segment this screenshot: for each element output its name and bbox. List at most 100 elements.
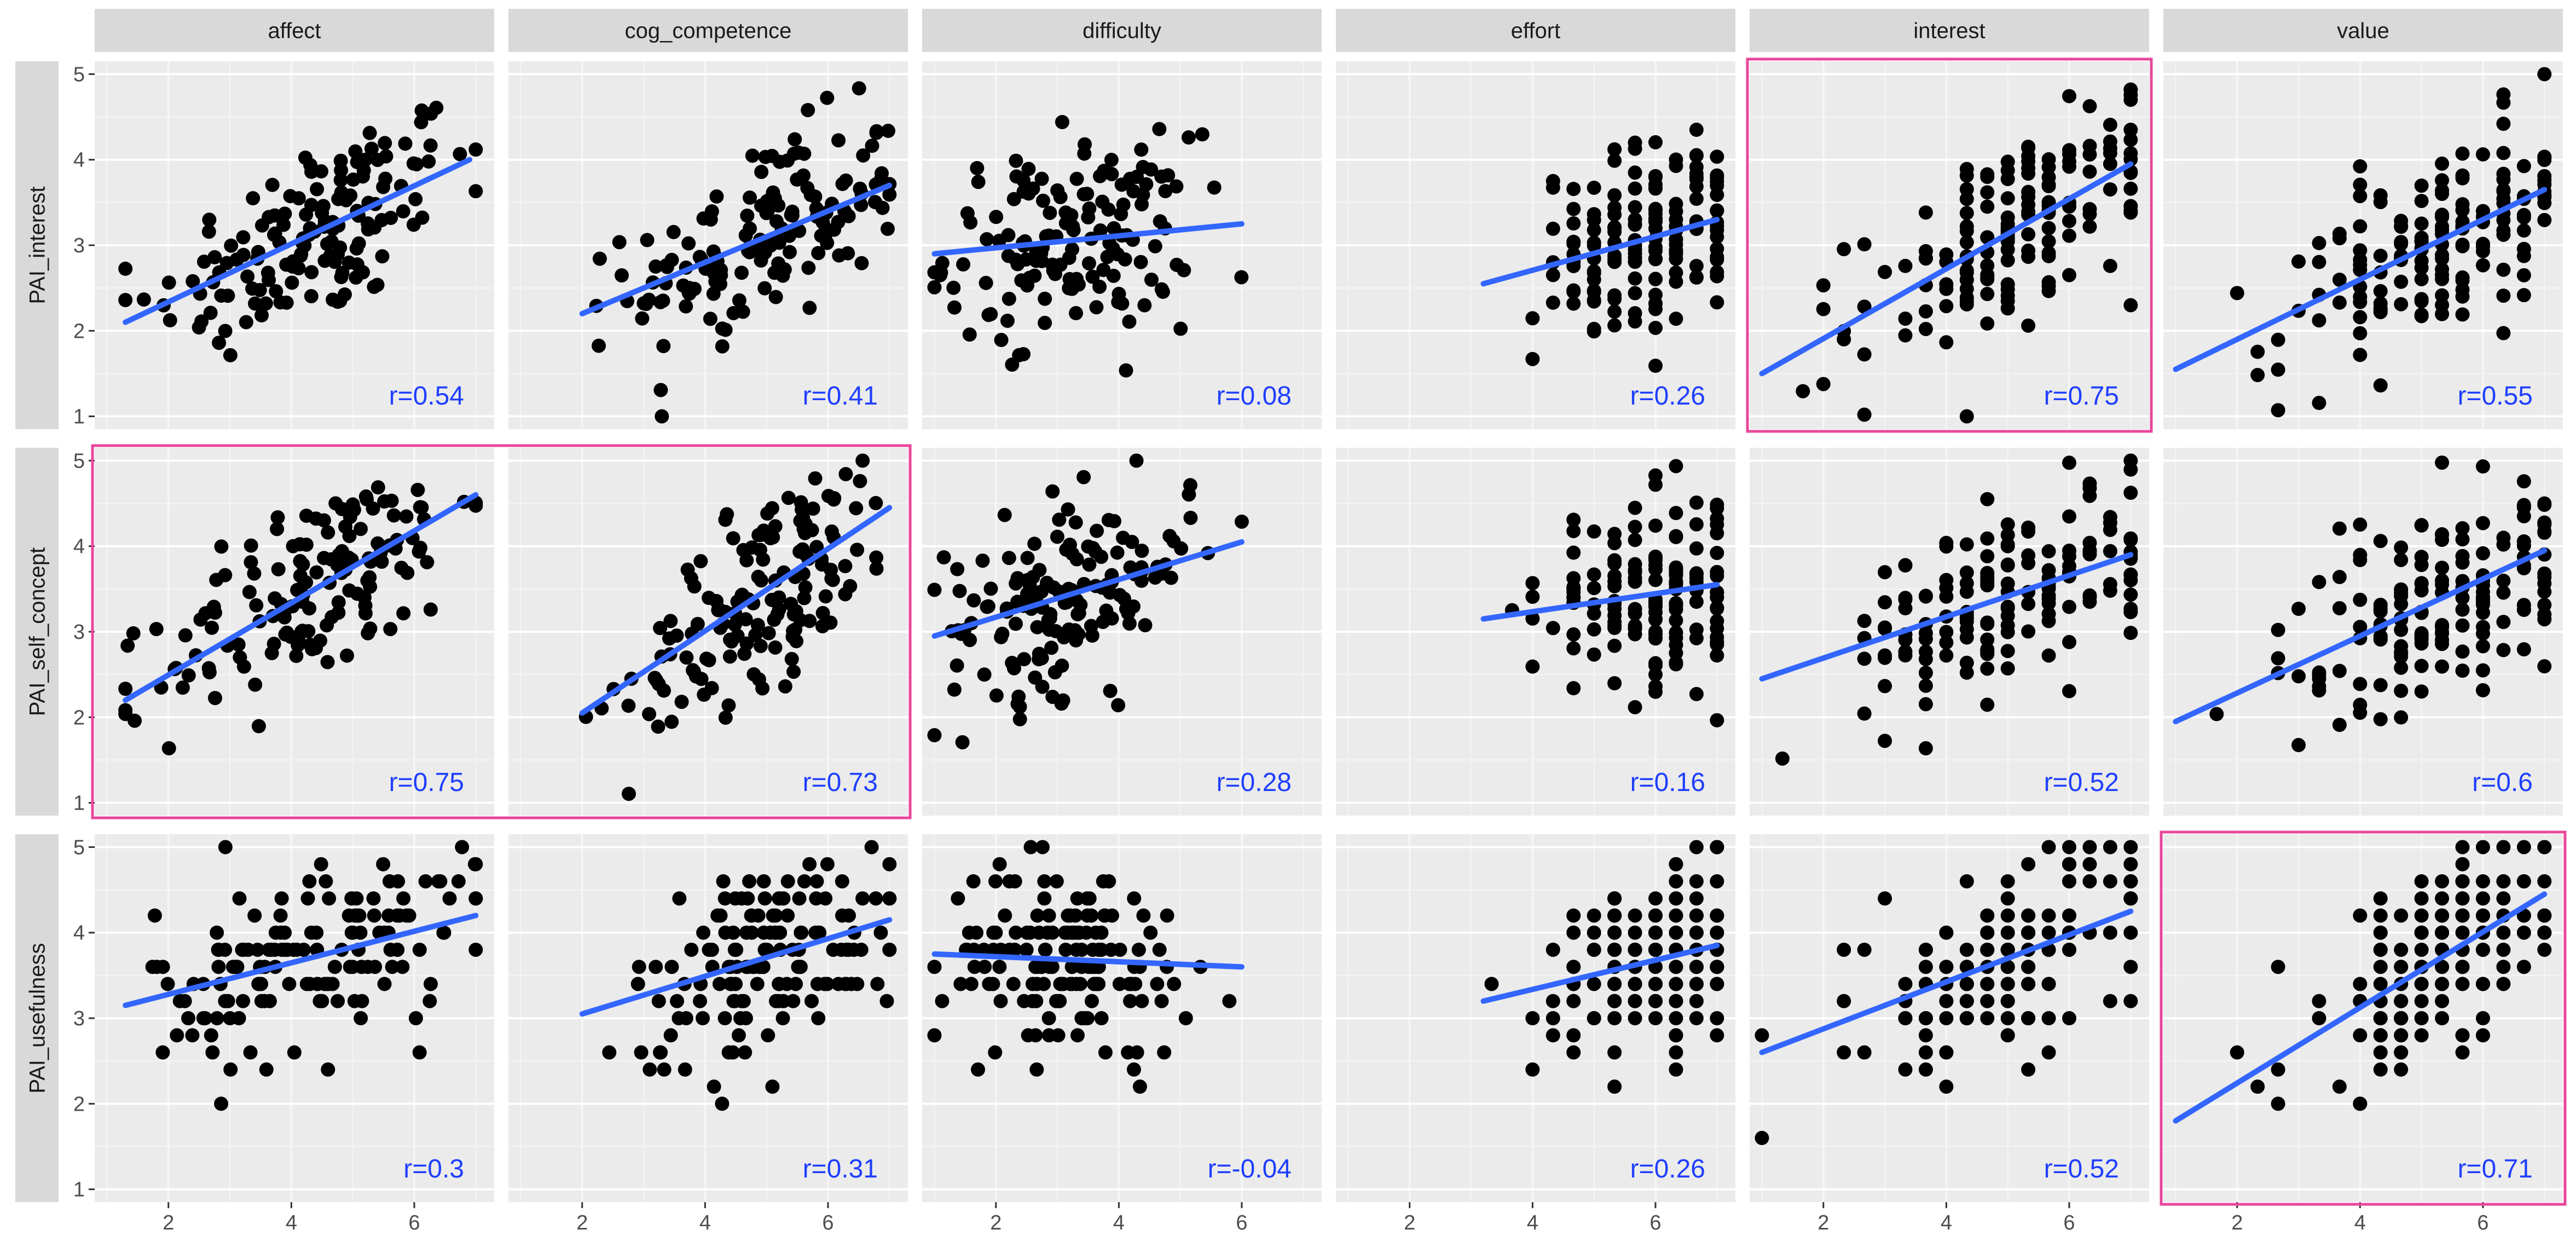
data-point <box>803 188 818 203</box>
data-point <box>1607 908 1622 923</box>
data-point <box>2000 1011 2015 1025</box>
column-strip-label: value <box>2337 19 2389 43</box>
data-point <box>2041 249 2056 263</box>
data-point <box>2496 942 2511 957</box>
data-point <box>1006 977 1021 991</box>
x-tick-label: 4 <box>1527 1211 1538 1234</box>
data-point <box>1980 942 1995 957</box>
data-point <box>971 175 986 189</box>
data-point <box>1152 122 1167 136</box>
data-point <box>1105 241 1120 256</box>
data-point <box>321 1062 335 1077</box>
data-point <box>592 251 607 266</box>
data-point <box>1939 1045 1954 1060</box>
data-point <box>343 510 357 524</box>
data-point <box>727 617 742 632</box>
data-point <box>2312 236 2326 251</box>
data-point <box>453 147 467 161</box>
data-point <box>2353 547 2367 562</box>
data-point <box>413 500 427 515</box>
y-tick-label: 4 <box>73 535 85 558</box>
column-strip-label: interest <box>1913 19 1985 43</box>
data-point <box>1980 267 1995 282</box>
data-point <box>2062 213 2076 228</box>
data-point <box>869 496 883 511</box>
data-point <box>1628 533 1642 547</box>
data-point <box>1545 621 1560 636</box>
correlation-label: r=-0.04 <box>1208 1155 1292 1184</box>
data-point <box>2394 297 2409 311</box>
data-point <box>993 994 1008 1008</box>
data-point <box>768 640 783 655</box>
data-point <box>1178 1011 1193 1025</box>
data-point <box>1157 1045 1172 1060</box>
data-point <box>362 125 377 140</box>
data-point <box>1980 185 1995 200</box>
facet-panel: r=0.55 <box>2163 61 2563 429</box>
data-point <box>1648 553 1663 568</box>
data-point <box>2414 518 2429 533</box>
data-point <box>782 245 797 259</box>
data-point <box>2021 161 2036 176</box>
data-point <box>1669 977 1683 991</box>
data-point <box>2271 960 2285 974</box>
data-point <box>1918 304 1933 319</box>
data-point <box>2373 534 2388 549</box>
data-point <box>1545 180 1560 195</box>
data-point <box>2516 642 2531 657</box>
data-point <box>927 960 942 974</box>
data-point <box>2332 226 2347 241</box>
data-point <box>2476 1011 2490 1025</box>
data-point <box>2062 543 2076 558</box>
data-point <box>408 1011 423 1025</box>
data-point <box>1020 551 1035 565</box>
data-point <box>721 698 736 713</box>
data-point <box>2394 274 2409 289</box>
data-point <box>2353 677 2367 691</box>
data-point <box>869 561 884 576</box>
data-point <box>248 296 263 311</box>
data-point <box>716 874 731 888</box>
data-point <box>186 274 200 288</box>
data-point <box>1628 942 1642 957</box>
data-point <box>988 874 1003 888</box>
data-point <box>686 663 701 678</box>
data-point <box>820 977 835 991</box>
data-point <box>279 295 294 310</box>
data-point <box>262 273 276 287</box>
data-point <box>271 562 286 576</box>
correlation-label: r=0.73 <box>803 768 878 797</box>
data-point <box>970 161 985 176</box>
data-point <box>935 256 950 270</box>
data-point <box>2435 659 2450 674</box>
data-point <box>193 612 208 627</box>
data-point <box>254 218 269 233</box>
data-point <box>1669 1045 1683 1060</box>
data-point <box>2000 517 2015 532</box>
data-point <box>282 977 297 991</box>
data-point <box>420 555 435 569</box>
data-point <box>1607 292 1622 307</box>
data-point <box>2062 1011 2076 1025</box>
data-point <box>1857 614 1872 628</box>
data-point <box>1077 146 1092 161</box>
data-point <box>806 501 820 516</box>
data-point <box>2062 840 2076 855</box>
regression-line <box>579 182 893 317</box>
data-point <box>1130 170 1144 184</box>
data-point <box>1980 199 1995 214</box>
data-point <box>844 977 859 991</box>
data-point <box>2476 620 2490 634</box>
data-point <box>1111 698 1126 713</box>
data-point <box>1878 565 1892 580</box>
data-point <box>2394 660 2409 675</box>
data-point <box>2537 496 2552 511</box>
data-point <box>2373 1028 2388 1043</box>
data-point <box>1959 977 1974 991</box>
data-point <box>796 168 811 183</box>
data-point <box>367 908 381 923</box>
data-point <box>1628 565 1642 580</box>
x-tick-label: 2 <box>576 1211 588 1234</box>
data-point <box>2312 683 2326 698</box>
data-point <box>2373 188 2388 203</box>
